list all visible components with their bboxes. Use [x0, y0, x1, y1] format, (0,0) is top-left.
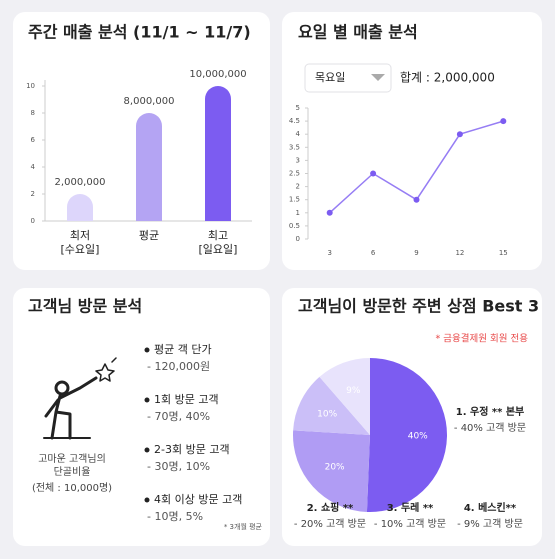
y-tick-label: 0	[296, 235, 300, 243]
card	[282, 12, 542, 270]
legend-desc: - 40% 고객 방문	[454, 422, 526, 434]
slice	[319, 358, 370, 435]
bar	[136, 113, 162, 221]
note: * 금융결제원 회원 전용	[436, 334, 529, 345]
slice	[293, 376, 370, 435]
x-tick-label: 15	[499, 249, 508, 257]
total: (전체 : 10,000명)	[32, 482, 112, 494]
footnote: * 3개월 평균	[224, 522, 263, 531]
y-tick-label: 6	[31, 136, 36, 144]
y-tick-label: 2	[296, 183, 300, 191]
item-value: - 120,000원	[147, 360, 210, 373]
bullet	[144, 347, 150, 353]
item-title: 2-3회 방문 고객	[154, 443, 230, 456]
point	[370, 170, 377, 177]
legend-desc: - 20% 고객 방문	[294, 518, 366, 530]
y-tick-label: 10	[26, 82, 35, 90]
dropdown-arrow[interactable]	[371, 74, 385, 81]
value-label: 10,000,000	[189, 69, 246, 80]
y-tick-label: 3	[296, 156, 300, 164]
legend-name: 2. 쇼핑 **	[307, 501, 354, 514]
y-tick-label: 5	[296, 104, 300, 112]
item-value: - 30명, 10%	[147, 460, 210, 473]
item-value: - 10명, 5%	[147, 510, 203, 523]
point	[500, 118, 507, 125]
caption: 고마운 고객님의	[38, 453, 106, 465]
legend-name: 4. 베스킨**	[464, 501, 517, 514]
y-tick-label: 8	[31, 109, 35, 117]
bar	[67, 194, 93, 221]
slice	[366, 358, 447, 512]
card-title: 고객님이 방문한 주변 상점 Best 3	[298, 297, 539, 316]
bullet	[144, 397, 150, 403]
y-tick-label: 4	[296, 130, 301, 138]
item-title: 평균 객 단가	[154, 343, 212, 356]
caption: 단골비율	[54, 466, 91, 478]
item-value: - 70명, 40%	[147, 410, 210, 423]
value-label: 8,000,000	[124, 96, 175, 107]
slice-label: 9%	[346, 386, 361, 396]
x-tick-sublabel: [수요일]	[61, 242, 100, 256]
icon	[43, 357, 117, 440]
y-tick-label: 1	[296, 209, 300, 217]
y-tick-label: 0.5	[289, 222, 300, 230]
item-title: 4회 이상 방문 고객	[154, 493, 242, 506]
bullet	[144, 447, 150, 453]
y-tick-label: 0	[31, 217, 35, 225]
x-tick-label: 평균	[139, 229, 159, 242]
slice-label: 20%	[325, 463, 345, 473]
x-tick-label: 6	[371, 249, 376, 257]
y-tick-label: 4	[31, 163, 36, 171]
y-tick-label: 3.5	[289, 143, 300, 151]
card	[13, 288, 270, 546]
legend-name: 1. 우정 ** 본부	[456, 405, 524, 418]
value-label: 2,000,000	[55, 177, 106, 188]
dropdown-value[interactable]: 목요일	[315, 70, 345, 84]
x-tick-label: 12	[455, 249, 464, 257]
legend-desc: - 9% 고객 방문	[457, 518, 523, 530]
point	[326, 209, 333, 216]
x-tick-sublabel: [일요일]	[199, 242, 238, 256]
x-tick-label: 최저	[70, 229, 90, 242]
bar	[205, 86, 231, 221]
card-title: 요일 별 매출 분석	[298, 23, 418, 42]
y-tick-label: 1.5	[289, 196, 300, 204]
bullet	[144, 497, 150, 503]
point	[456, 131, 463, 138]
card-title: 고객님 방문 분석	[28, 297, 142, 316]
x-tick-label: 9	[414, 249, 418, 257]
legend-name: 3. 두레 **	[387, 501, 434, 514]
x-tick-label: 최고	[208, 229, 228, 242]
total-label: 합계 : 2,000,000	[400, 71, 495, 85]
x-tick-label: 3	[327, 249, 331, 257]
y-tick-label: 2	[31, 190, 35, 198]
dropdown[interactable]	[304, 63, 392, 93]
slice-label: 10%	[317, 409, 337, 419]
legend-desc: - 10% 고객 방문	[374, 518, 446, 530]
y-tick-label: 4.5	[289, 117, 300, 125]
slice	[293, 430, 370, 512]
y-tick-label: 2.5	[289, 170, 300, 178]
point	[413, 196, 420, 203]
slice-label: 40%	[408, 431, 428, 441]
card-title: 주간 매출 분석 (11/1 ~ 11/7)	[28, 23, 251, 42]
item-title: 1회 방문 고객	[154, 393, 219, 406]
